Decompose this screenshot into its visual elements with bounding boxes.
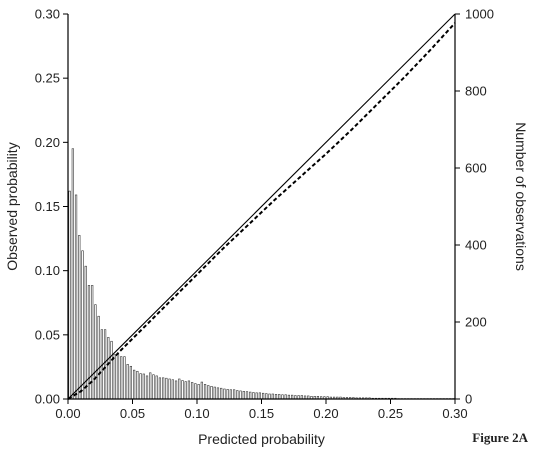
x-tick-label: 0.10 xyxy=(184,406,209,421)
histogram-bar xyxy=(278,394,281,400)
histogram-bar xyxy=(255,392,258,400)
histogram-bar xyxy=(74,194,78,400)
y-tick-label: 0.05 xyxy=(35,327,60,342)
histogram-bar xyxy=(97,315,100,400)
histogram-bar xyxy=(168,378,171,400)
histogram-bar xyxy=(262,392,265,400)
histogram-bar xyxy=(162,377,165,400)
y-tick-label: 0.10 xyxy=(35,263,60,278)
y2-tick-label: 600 xyxy=(465,161,487,176)
histogram-bar xyxy=(229,389,232,400)
histogram-bar xyxy=(239,390,242,400)
histogram-bar xyxy=(81,250,84,400)
histogram-bar xyxy=(139,373,142,400)
histogram-bar xyxy=(84,265,87,400)
histogram-bar xyxy=(110,340,113,400)
x-tick-label: 0.30 xyxy=(442,406,467,421)
y2-tick-label: 200 xyxy=(465,315,487,330)
histogram-bar xyxy=(120,356,123,400)
histogram-bar xyxy=(220,387,223,400)
tick-labels: 0.00 0.05 0.10 0.15 0.20 0.25 0.30 0.00 0.05 0.10… xyxy=(35,7,494,422)
histogram-bar xyxy=(216,387,220,400)
y-tick-label: 0.30 xyxy=(35,7,60,22)
x-tick-label: 0.05 xyxy=(120,406,145,421)
histogram-bar xyxy=(268,393,271,400)
y-tick-label: 0.15 xyxy=(35,199,60,214)
histogram-bar xyxy=(258,392,261,400)
histogram-bar xyxy=(232,389,236,400)
histogram-bar xyxy=(249,391,252,400)
histogram-bar xyxy=(210,385,213,400)
histogram-bar xyxy=(129,365,132,400)
x-tick-label: 0.15 xyxy=(249,406,274,421)
histogram-bar xyxy=(242,390,245,400)
histogram-bar xyxy=(197,384,200,400)
histogram-bar xyxy=(158,377,162,400)
histogram-bar xyxy=(194,383,197,400)
histogram-bar xyxy=(252,392,255,400)
histogram-bar xyxy=(136,370,139,400)
histogram-bar xyxy=(126,364,129,400)
histogram-bar xyxy=(236,390,239,400)
y-tick-label: 0.00 xyxy=(35,392,60,407)
histogram-bar xyxy=(200,381,203,400)
y2-tick-label: 1000 xyxy=(465,7,494,22)
histogram-bar xyxy=(265,393,268,400)
x-tick-label: 0.25 xyxy=(378,406,403,421)
y2-tick-label: 800 xyxy=(465,84,487,99)
histogram-bar xyxy=(107,337,110,400)
histogram-bar xyxy=(174,380,178,400)
histogram-bar xyxy=(184,381,187,400)
histogram-bar xyxy=(68,190,71,400)
x-axis-title: Predicted probability xyxy=(198,431,325,447)
histogram-bar xyxy=(245,391,249,400)
x-tick-label: 0.20 xyxy=(313,406,338,421)
figure-label: Figure 2A xyxy=(472,430,528,445)
histogram-bar xyxy=(113,354,116,400)
histogram-bar xyxy=(281,394,284,400)
histogram-bar xyxy=(171,379,174,400)
histogram-bar xyxy=(149,372,152,400)
x-tick-label: 0.00 xyxy=(55,406,80,421)
y2-tick-label: 400 xyxy=(465,238,487,253)
histogram-bar xyxy=(274,394,278,400)
histogram-bar xyxy=(223,388,226,400)
histogram-bar xyxy=(123,356,126,400)
histogram-bar xyxy=(103,329,107,400)
histogram-bar xyxy=(207,385,210,400)
histogram-bar xyxy=(271,393,274,400)
histogram-bar xyxy=(71,148,74,400)
histogram-bar xyxy=(78,235,81,400)
calibration-curve-dashed xyxy=(67,22,456,400)
histogram-bar xyxy=(145,375,149,400)
histogram-bar xyxy=(116,354,120,400)
histogram-bar xyxy=(165,377,168,400)
histogram-bar xyxy=(181,380,184,400)
histogram-bar xyxy=(155,375,158,400)
y-axis-title: Observed probability xyxy=(4,142,20,270)
histogram-bar xyxy=(142,373,145,400)
histogram-bar xyxy=(191,382,194,400)
histogram-bar xyxy=(87,285,91,400)
reference-line-solid xyxy=(67,13,456,400)
histogram-bars xyxy=(68,148,455,400)
histogram-bar xyxy=(203,384,207,400)
histogram-bar xyxy=(152,374,155,400)
histogram-bar xyxy=(226,389,229,400)
calibration-lines xyxy=(67,13,456,400)
histogram-bar xyxy=(187,380,191,400)
histogram-bar xyxy=(213,386,216,400)
histogram-bar xyxy=(94,304,97,400)
y2-axis-title: Number of observations xyxy=(513,122,529,271)
histogram-bar xyxy=(133,369,136,400)
y-tick-label: 0.25 xyxy=(35,71,60,86)
axes xyxy=(63,13,460,404)
histogram-bar xyxy=(284,394,287,400)
y2-tick-label: 0 xyxy=(465,392,472,407)
histogram-bar xyxy=(178,378,181,400)
y-tick-label: 0.20 xyxy=(35,135,60,150)
